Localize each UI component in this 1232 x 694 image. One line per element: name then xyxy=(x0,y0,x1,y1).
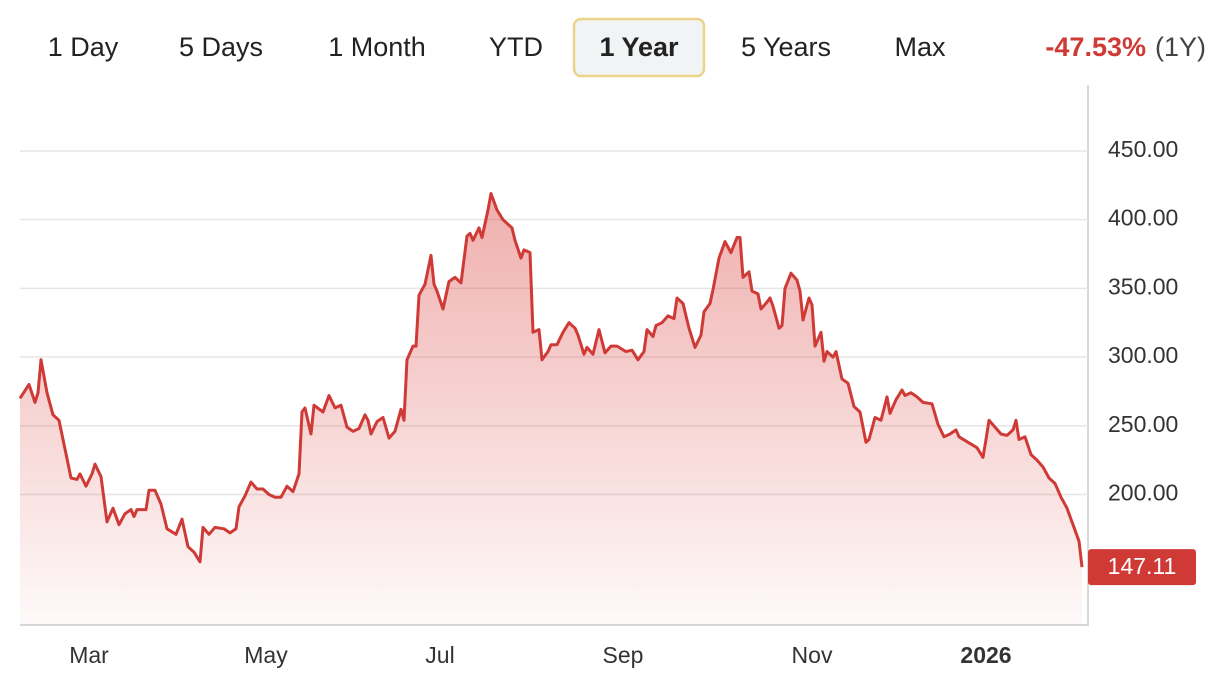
y-tick-label: 350.00 xyxy=(1108,273,1178,299)
change: -47.53% xyxy=(1045,32,1146,62)
y-tick-label: 450.00 xyxy=(1108,136,1178,162)
x-tick-label: May xyxy=(244,642,288,668)
x-tick-label: 2026 xyxy=(960,642,1011,668)
x-tick-label: Jul xyxy=(425,642,454,668)
range-tab[interactable]: 5 Years xyxy=(741,32,831,62)
last-price-label: 147.11 xyxy=(1108,553,1177,579)
y-tick-label: 300.00 xyxy=(1108,342,1178,368)
period: (1Y) xyxy=(1155,32,1206,62)
x-tick-label: Nov xyxy=(792,642,833,668)
range-tab[interactable]: 5 Days xyxy=(179,32,263,62)
last-price-badge xyxy=(1088,549,1196,586)
selected-tab-box xyxy=(572,17,706,78)
area-fill xyxy=(20,193,1082,625)
y-tick-label: 400.00 xyxy=(1108,205,1178,231)
range-tab[interactable]: YTD xyxy=(489,32,543,62)
range-tab[interactable]: 1 Month xyxy=(328,32,426,62)
y-tick-label: 200.00 xyxy=(1108,480,1178,506)
y-tick-label: 250.00 xyxy=(1108,411,1178,437)
range-tab[interactable]: 1 Year xyxy=(599,32,679,62)
price-line xyxy=(18,192,1084,568)
range-tab[interactable]: Max xyxy=(894,32,946,62)
range-tab[interactable]: 1 Day xyxy=(48,32,119,62)
x-tick-label: Sep xyxy=(603,642,644,668)
x-tick-label: Mar xyxy=(69,642,109,668)
